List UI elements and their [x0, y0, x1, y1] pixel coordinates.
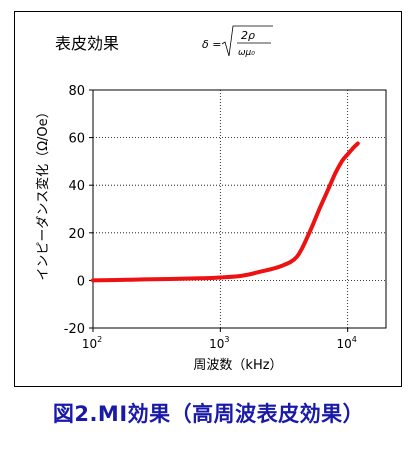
formula-numerator: 2ρ: [241, 29, 255, 42]
formula-denominator: ωμ₀: [238, 48, 255, 58]
impedance-chart: -20 0 20 40 60 80 102 103 104 表皮効果 δ = 2ρ ωμ₀ 周…: [35, 25, 387, 373]
formula-lhs: δ =: [202, 38, 221, 51]
x-tick-label: 102: [82, 335, 102, 351]
x-tick-label: 103: [209, 335, 229, 351]
x-tick-exponent: 4: [352, 335, 357, 344]
skin-depth-formula: δ = 2ρ ωμ₀: [202, 25, 273, 58]
formula-radical: [221, 25, 273, 57]
x-tick-label: 104: [336, 335, 356, 351]
series-line: [91, 141, 360, 283]
grid: [93, 90, 386, 328]
y-tick-label: 80: [68, 84, 85, 99]
y-tick-label: 20: [68, 227, 85, 242]
x-tick-exponent: 3: [224, 335, 229, 344]
y-axis-label: インピーダンス変化（Ω/Oe）: [35, 105, 51, 280]
x-axis-ticks: 102 103 104: [82, 328, 357, 351]
y-tick-label: 0: [77, 274, 85, 289]
figure-caption: 図2.MI効果（高周波表皮効果）: [52, 402, 365, 426]
x-axis-label: 周波数（kHz）: [193, 358, 282, 373]
y-axis-ticks: -20 0 20 40 60 80: [64, 84, 93, 337]
chart-title: 表皮効果: [55, 34, 119, 53]
figure-frame: -20 0 20 40 60 80 102 103 104 表皮効果 δ = 2ρ ωμ₀ 周…: [14, 11, 402, 387]
y-tick-label: 40: [68, 179, 85, 194]
plot-area: [92, 89, 387, 329]
x-tick-exponent: 2: [97, 335, 102, 344]
y-tick-label: 60: [68, 132, 85, 147]
y-tick-label: -20: [64, 322, 85, 337]
